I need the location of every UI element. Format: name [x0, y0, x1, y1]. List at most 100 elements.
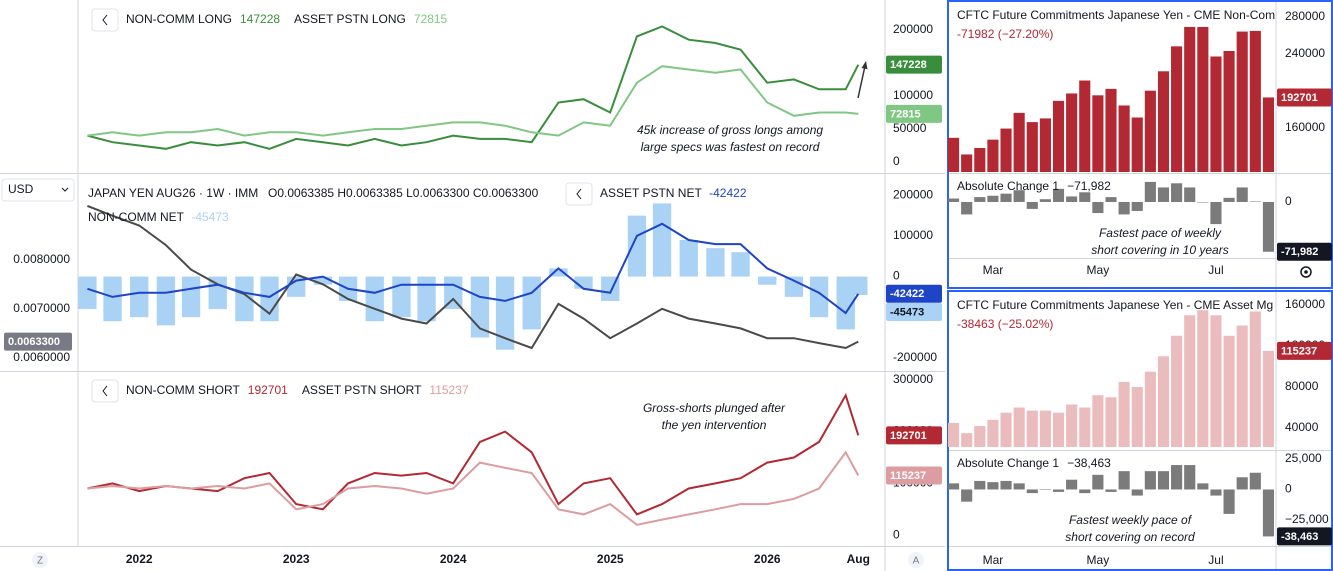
price-tag — [1277, 88, 1332, 107]
y-tick-label: 160000 — [1285, 297, 1325, 311]
bar — [1236, 31, 1248, 173]
chevron — [102, 385, 108, 397]
price-tag — [886, 284, 942, 303]
y-tick-label: 50000 — [893, 121, 927, 135]
annotation: 45k increase of gross longs among — [637, 123, 823, 137]
histogram-bar — [679, 240, 698, 277]
series-line — [87, 392, 860, 516]
bar — [1262, 489, 1274, 537]
series-line — [87, 450, 860, 526]
bar — [1157, 187, 1170, 202]
bar — [1118, 201, 1130, 215]
y-tick-label: −25,000 — [1285, 512, 1329, 526]
histogram-bar — [103, 276, 122, 322]
histogram-bar — [181, 276, 201, 318]
y-tick-label: 200000 — [893, 22, 933, 36]
bar — [1249, 311, 1261, 447]
bar — [1184, 187, 1196, 202]
y-tick-label: 80000 — [1285, 379, 1319, 393]
bar — [1223, 489, 1235, 514]
price-tag-label: 147228 — [890, 59, 927, 71]
annotation: large specs was fastest on record — [641, 140, 820, 154]
price-tag-label: 0.0063300 — [8, 336, 60, 348]
bar — [1026, 489, 1038, 494]
price-tag — [886, 466, 942, 485]
settings-icon[interactable] — [1300, 266, 1312, 278]
symbol-header: JAPAN YEN AUG26 · 1W · IMM — [88, 186, 258, 200]
bar — [1026, 201, 1038, 209]
price-tag — [1277, 341, 1332, 360]
zoom-label: Z — [37, 556, 43, 567]
price-tag-label: 115237 — [1281, 345, 1317, 357]
bar — [1092, 95, 1104, 172]
bar — [1197, 483, 1209, 490]
y-tick-label: 160000 — [1285, 120, 1325, 134]
histogram-bar — [235, 276, 254, 322]
bar — [1131, 489, 1143, 496]
bar — [961, 154, 973, 172]
legend-name: NON-COMM LONG — [126, 12, 232, 26]
bar — [1066, 479, 1078, 490]
legend-value: 115237 — [429, 383, 468, 397]
pane-title-value: −38,463 — [1067, 456, 1111, 470]
bar — [1118, 105, 1130, 172]
bar — [1079, 489, 1091, 494]
button-frame — [91, 379, 119, 403]
bar — [1105, 197, 1117, 202]
bar — [1210, 315, 1222, 447]
bar — [1079, 80, 1091, 172]
y-tick-label: 100000 — [893, 88, 933, 102]
zoom-button[interactable] — [32, 552, 48, 568]
arrowhead — [861, 61, 868, 70]
series-line — [87, 222, 860, 315]
bar — [1144, 471, 1156, 490]
price-tag-label: 72815 — [890, 108, 921, 120]
series-line — [87, 25, 860, 150]
pane-title-name: Absolute Change 1 — [957, 179, 1059, 193]
bar — [987, 139, 999, 172]
histogram-bar — [784, 276, 804, 297]
price-tag-label: -38,463 — [1281, 531, 1318, 543]
annotation: Gross-shorts plunged after — [643, 401, 786, 415]
bar — [1262, 97, 1274, 172]
y-tick-label: 40000 — [1285, 420, 1319, 434]
currency-select[interactable] — [1, 178, 75, 202]
auto-scale-label: A — [913, 556, 920, 567]
chevron — [576, 188, 582, 200]
bar — [948, 422, 960, 447]
x-tick-label: Mar — [983, 553, 1004, 567]
bar — [1144, 371, 1156, 447]
bar — [1026, 410, 1038, 447]
histogram-bar — [365, 276, 384, 322]
bar — [1171, 183, 1183, 202]
bar — [1223, 50, 1235, 172]
x-tick-label: 2022 — [126, 552, 153, 566]
bar — [1197, 310, 1209, 447]
y-tick-label: 0.0070000 — [13, 301, 70, 315]
price-tag-label: 192701 — [890, 430, 927, 442]
bar — [974, 425, 986, 447]
legend: NON-COMM NET -45473 — [88, 210, 229, 224]
bar — [1210, 56, 1222, 173]
pane-title-name: Absolute Change 1 — [957, 456, 1059, 470]
bar — [1052, 188, 1065, 202]
collapse-button[interactable] — [91, 379, 119, 403]
collapse-button[interactable] — [565, 182, 593, 206]
auto-scale-button[interactable] — [908, 552, 924, 568]
bar — [1157, 71, 1170, 172]
bar — [1223, 197, 1235, 202]
bar — [1171, 46, 1183, 172]
pane-subtitle: -71982 (−27.20%) — [957, 27, 1053, 41]
price-tag — [886, 426, 942, 445]
y-tick-label: 200000 — [893, 187, 933, 201]
y-tick-label: 280000 — [1285, 9, 1325, 23]
y-tick-label: 300000 — [893, 372, 933, 386]
x-tick-label: Mar — [983, 263, 1004, 277]
legend-name: ASSET PSTN LONG — [294, 12, 406, 26]
histogram-bar — [78, 276, 97, 310]
button-frame — [565, 182, 593, 206]
collapse-button[interactable] — [91, 8, 119, 32]
bar — [1131, 387, 1143, 447]
bar — [1039, 118, 1051, 172]
